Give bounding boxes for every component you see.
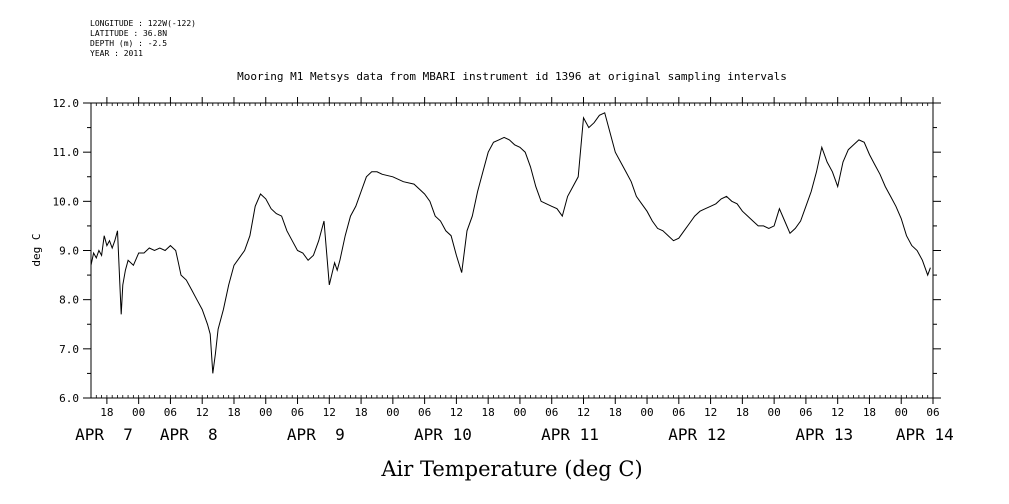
x-hour-label: 12 xyxy=(577,406,590,419)
x-axis-label: Air Temperature (deg C) xyxy=(380,457,642,481)
x-hour-label: 18 xyxy=(354,406,367,419)
y-tick-label: 12.0 xyxy=(53,97,80,110)
y-axis-label: deg C xyxy=(30,233,43,266)
x-axis: 18 00 06 12 18 00 06 12 18 00 06 12 18 00 06 12 18 00 06 12… xyxy=(75,97,954,444)
x-hour-label: 06 xyxy=(164,406,177,419)
x-hour-label: 18 xyxy=(227,406,240,419)
x-hour-label: 00 xyxy=(513,406,526,419)
x-hour-label: 00 xyxy=(259,406,272,419)
x-hour-label: 18 xyxy=(736,406,749,419)
x-hour-label: 12 xyxy=(831,406,844,419)
y-tick-label: 8.0 xyxy=(59,294,79,307)
x-date-label: APR 9 xyxy=(287,425,345,444)
y-tick-label: 10.0 xyxy=(53,195,80,208)
x-hour-label: 06 xyxy=(672,406,685,419)
x-hour-label: 18 xyxy=(863,406,876,419)
x-date-label: APR 14 xyxy=(896,425,954,444)
x-hour-label: 12 xyxy=(450,406,463,419)
x-hour-label: 12 xyxy=(704,406,717,419)
x-hour-label: 18 xyxy=(609,406,622,419)
x-hour-label: 06 xyxy=(926,406,939,419)
x-hour-label: 06 xyxy=(799,406,812,419)
x-hour-label: 18 xyxy=(100,406,113,419)
x-hour-label: 06 xyxy=(545,406,558,419)
x-hour-label: 00 xyxy=(386,406,399,419)
year-label: YEAR : 2011 xyxy=(90,49,143,58)
x-hour-label: 06 xyxy=(291,406,304,419)
x-hour-label: 12 xyxy=(196,406,209,419)
x-hour-label: 00 xyxy=(895,406,908,419)
plot-frame xyxy=(90,102,934,399)
depth-label: DEPTH (m) : -2.5 xyxy=(90,39,168,48)
x-date-label: APR 7 xyxy=(75,425,133,444)
chart-title: Mooring M1 Metsys data from MBARI instru… xyxy=(237,70,787,83)
x-hour-label: 00 xyxy=(640,406,653,419)
y-tick-label: 11.0 xyxy=(53,146,80,159)
x-hour-label: 06 xyxy=(418,406,431,419)
x-hour-label: 00 xyxy=(132,406,145,419)
latitude-label: LATITUDE : 36.8N xyxy=(90,29,168,38)
y-tick-label: 9.0 xyxy=(59,245,79,258)
y-tick-label: 6.0 xyxy=(59,392,79,405)
x-hour-label: 18 xyxy=(482,406,495,419)
x-date-label: APR 10 xyxy=(414,425,472,444)
x-hour-label: 12 xyxy=(323,406,336,419)
longitude-label: LONGITUDE : 122W(-122) xyxy=(90,19,196,28)
minor-ticks xyxy=(90,103,934,398)
y-axis: 6.0 7.0 8.0 9.0 10.0 11.0 12.0 xyxy=(53,97,941,405)
x-date-label: APR 11 xyxy=(541,425,599,444)
x-date-label: APR 8 xyxy=(160,425,218,444)
y-tick-label: 7.0 xyxy=(59,343,79,356)
x-date-label: APR 12 xyxy=(668,425,726,444)
x-date-label: APR 13 xyxy=(795,425,853,444)
x-hour-label: 00 xyxy=(768,406,781,419)
series-line xyxy=(90,112,931,374)
